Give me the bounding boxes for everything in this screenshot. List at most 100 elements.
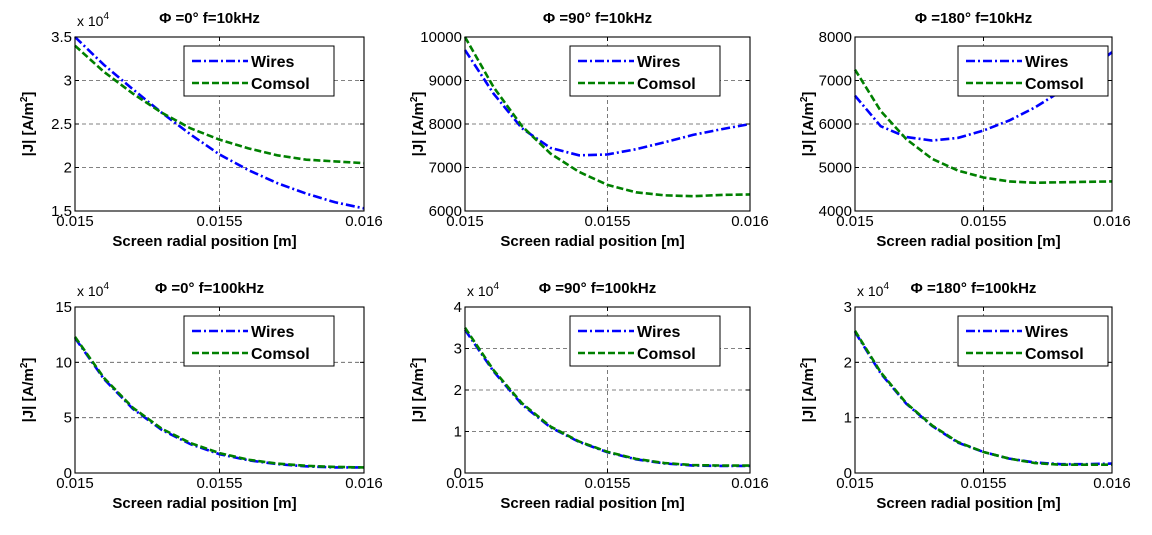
y-tick-label: 10000 bbox=[420, 29, 462, 46]
y-tick-label: 7000 bbox=[819, 73, 852, 90]
legend: Wires Comsol bbox=[569, 45, 721, 97]
chart-panel-2: 0.015 0.0155 0.016 6000 7000 8000 9000 10000 Φ =… bbox=[409, 10, 769, 250]
y-tick-label: 2.5 bbox=[51, 116, 72, 133]
y-tick-label: 0 bbox=[64, 465, 72, 482]
legend-label-wires: Wires bbox=[251, 54, 295, 71]
y-tick-label: 3.5 bbox=[51, 29, 72, 46]
y-tick-label: 2 bbox=[844, 354, 852, 371]
legend: Wires Comsol bbox=[569, 315, 721, 367]
series-line-comsol bbox=[853, 68, 1113, 185]
legend-box bbox=[957, 315, 1109, 367]
axis-multiplier: x 104 bbox=[77, 11, 109, 29]
chart-title: Φ =0° f=100kHz bbox=[155, 280, 264, 297]
legend-box bbox=[183, 45, 335, 97]
x-tick-label: 0.0155 bbox=[585, 213, 631, 230]
y-axis-label: |J| [A/m2] bbox=[799, 92, 817, 157]
series-line-wires bbox=[463, 49, 751, 157]
y-tick-label: 1 bbox=[844, 410, 852, 427]
x-axis-label: Screen radial position [m] bbox=[500, 495, 684, 512]
y-tick-label: 9000 bbox=[429, 73, 462, 90]
y-tick-label: 6000 bbox=[429, 203, 462, 220]
x-axis-label: Screen radial position [m] bbox=[876, 233, 1060, 250]
y-axis-label: |J| [A/m2] bbox=[409, 92, 427, 157]
legend-label-wires: Wires bbox=[637, 324, 681, 341]
legend-box bbox=[569, 315, 721, 367]
y-axis-label: |J| [A/m2] bbox=[19, 92, 37, 157]
axis-multiplier: x 104 bbox=[857, 281, 889, 299]
y-tick-label: 5000 bbox=[819, 160, 852, 177]
legend: Wires Comsol bbox=[957, 45, 1109, 97]
y-tick-label: 7000 bbox=[429, 160, 462, 177]
x-tick-label: 0.0155 bbox=[961, 213, 1007, 230]
y-axis-label: |J| [A/m2] bbox=[409, 358, 427, 423]
legend-label-comsol: Comsol bbox=[1025, 346, 1084, 363]
series-line-comsol bbox=[73, 336, 365, 469]
chart-panel-6: 0.015 0.0155 0.016 0 1 2 3 x 104 Φ =180° f=100kH… bbox=[799, 280, 1131, 512]
x-tick-label: 0.015 bbox=[56, 213, 94, 230]
chart-title: Φ =180° f=10kHz bbox=[915, 10, 1033, 27]
x-tick-label: 0.0155 bbox=[197, 213, 243, 230]
y-tick-label: 8000 bbox=[819, 29, 852, 46]
chart-panel-3: 0.015 0.0155 0.016 4000 5000 6000 7000 8000 Φ =1… bbox=[799, 10, 1131, 250]
x-tick-label: 0.015 bbox=[836, 475, 874, 492]
x-axis-label: Screen radial position [m] bbox=[876, 495, 1060, 512]
y-tick-label: 0 bbox=[454, 465, 462, 482]
series-line-comsol bbox=[463, 36, 751, 198]
x-tick-label: 0.0155 bbox=[961, 475, 1007, 492]
legend: Wires Comsol bbox=[183, 45, 335, 97]
x-tick-label: 0.0155 bbox=[585, 475, 631, 492]
chart-title: Φ =90° f=10kHz bbox=[543, 10, 652, 27]
legend-label-comsol: Comsol bbox=[1025, 76, 1084, 93]
x-tick-label: 0.016 bbox=[345, 213, 383, 230]
chart-title: Φ =180° f=100kHz bbox=[911, 280, 1037, 297]
x-tick-label: 0.015 bbox=[446, 475, 484, 492]
y-tick-label: 6000 bbox=[819, 116, 852, 133]
axis-multiplier: x 104 bbox=[77, 281, 109, 299]
x-axis-label: Screen radial position [m] bbox=[500, 233, 684, 250]
legend-label-comsol: Comsol bbox=[251, 346, 310, 363]
legend-label-wires: Wires bbox=[637, 54, 681, 71]
x-tick-label: 0.015 bbox=[836, 213, 874, 230]
legend: Wires Comsol bbox=[183, 315, 335, 367]
y-tick-label: 4000 bbox=[819, 203, 852, 220]
x-axis-label: Screen radial position [m] bbox=[112, 495, 296, 512]
axis-multiplier: x 104 bbox=[467, 281, 499, 299]
y-tick-label: 5 bbox=[64, 410, 72, 427]
chart-panel-1: 0.015 0.0155 0.016 1.5 2 2.5 3 3.5 x 104 Φ =0° f=… bbox=[19, 10, 383, 250]
x-tick-label: 0.016 bbox=[1093, 213, 1131, 230]
y-tick-label: 4 bbox=[454, 299, 462, 316]
legend-box bbox=[183, 315, 335, 367]
legend-label-comsol: Comsol bbox=[637, 346, 696, 363]
series-line-comsol bbox=[853, 330, 1112, 467]
series-line-comsol bbox=[463, 327, 750, 467]
y-axis-label: |J| [A/m2] bbox=[799, 358, 817, 423]
x-tick-label: 0.016 bbox=[731, 475, 769, 492]
x-tick-label: 0.016 bbox=[731, 213, 769, 230]
legend-label-wires: Wires bbox=[251, 324, 295, 341]
y-tick-label: 10 bbox=[55, 354, 72, 371]
y-tick-label: 3 bbox=[454, 341, 462, 358]
y-tick-label: 0 bbox=[844, 465, 852, 482]
series-line-wires bbox=[74, 36, 365, 210]
x-tick-label: 0.016 bbox=[1093, 475, 1131, 492]
x-tick-label: 0.016 bbox=[345, 475, 383, 492]
chart-title: Φ =0° f=10kHz bbox=[159, 10, 260, 27]
legend-label-wires: Wires bbox=[1025, 324, 1069, 341]
legend-label-wires: Wires bbox=[1025, 54, 1069, 71]
y-tick-label: 3 bbox=[64, 73, 72, 90]
legend: Wires Comsol bbox=[957, 315, 1109, 367]
y-axis-label: |J| [A/m2] bbox=[19, 358, 37, 423]
chart-title: Φ =90° f=100kHz bbox=[539, 280, 657, 297]
legend-box bbox=[957, 45, 1109, 97]
y-tick-label: 2 bbox=[64, 160, 72, 177]
y-tick-label: 1 bbox=[454, 424, 462, 441]
x-tick-label: 0.0155 bbox=[197, 475, 243, 492]
x-axis-label: Screen radial position [m] bbox=[112, 233, 296, 250]
legend-label-comsol: Comsol bbox=[251, 76, 310, 93]
legend-label-comsol: Comsol bbox=[637, 76, 696, 93]
legend-box bbox=[569, 45, 721, 97]
y-tick-label: 2 bbox=[454, 382, 462, 399]
series-line-comsol bbox=[74, 44, 365, 165]
y-tick-label: 3 bbox=[844, 299, 852, 316]
